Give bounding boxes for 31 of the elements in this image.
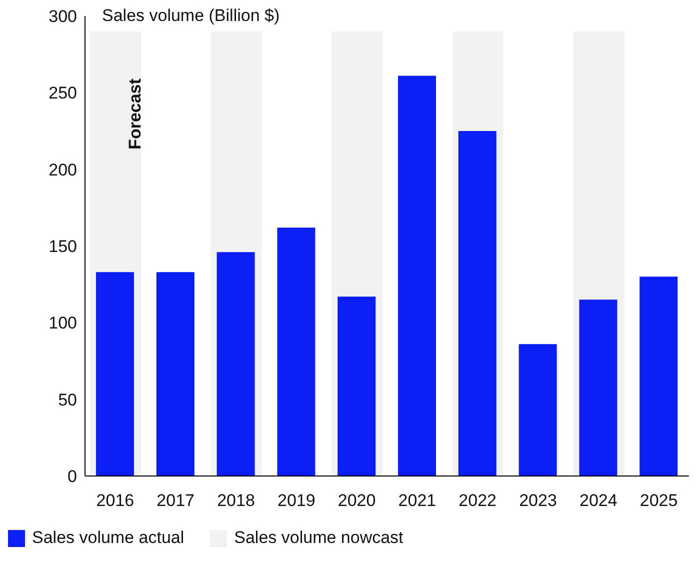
x-tick-label: 2021 xyxy=(398,491,436,510)
bar xyxy=(640,276,678,476)
bar xyxy=(156,272,194,476)
y-tick-label: 100 xyxy=(48,314,77,333)
y-tick-label: 300 xyxy=(48,7,77,26)
y-axis-title: Sales volume (Billion $) xyxy=(102,6,280,26)
legend-label: Sales volume actual xyxy=(32,528,184,548)
x-tick-label: 2018 xyxy=(217,491,255,510)
bar xyxy=(398,76,436,476)
x-tick-label: 2017 xyxy=(156,491,195,510)
x-tick-label: 2022 xyxy=(458,491,497,510)
x-tick-label: 2025 xyxy=(640,491,678,510)
bar xyxy=(96,272,134,476)
bar xyxy=(579,300,618,476)
y-tick-label: 50 xyxy=(58,390,77,410)
y-tick-label: 150 xyxy=(48,237,77,256)
bar xyxy=(458,131,496,476)
bar xyxy=(216,252,255,476)
annotation: Forecast xyxy=(125,78,146,150)
x-tick-label: 2020 xyxy=(338,491,376,510)
bar xyxy=(518,344,557,476)
x-tick-label: 2019 xyxy=(277,491,316,510)
x-tick-label: 2016 xyxy=(96,491,134,510)
bar xyxy=(338,296,376,476)
legend-label: Sales volume nowcast xyxy=(234,528,404,548)
y-tick-label: 250 xyxy=(48,84,77,103)
y-tick-label: 200 xyxy=(48,160,77,180)
x-tick-label: 2023 xyxy=(519,491,557,510)
y-tick-label: 0 xyxy=(68,467,77,486)
bar xyxy=(277,228,316,476)
x-tick-label: 2024 xyxy=(579,491,618,510)
